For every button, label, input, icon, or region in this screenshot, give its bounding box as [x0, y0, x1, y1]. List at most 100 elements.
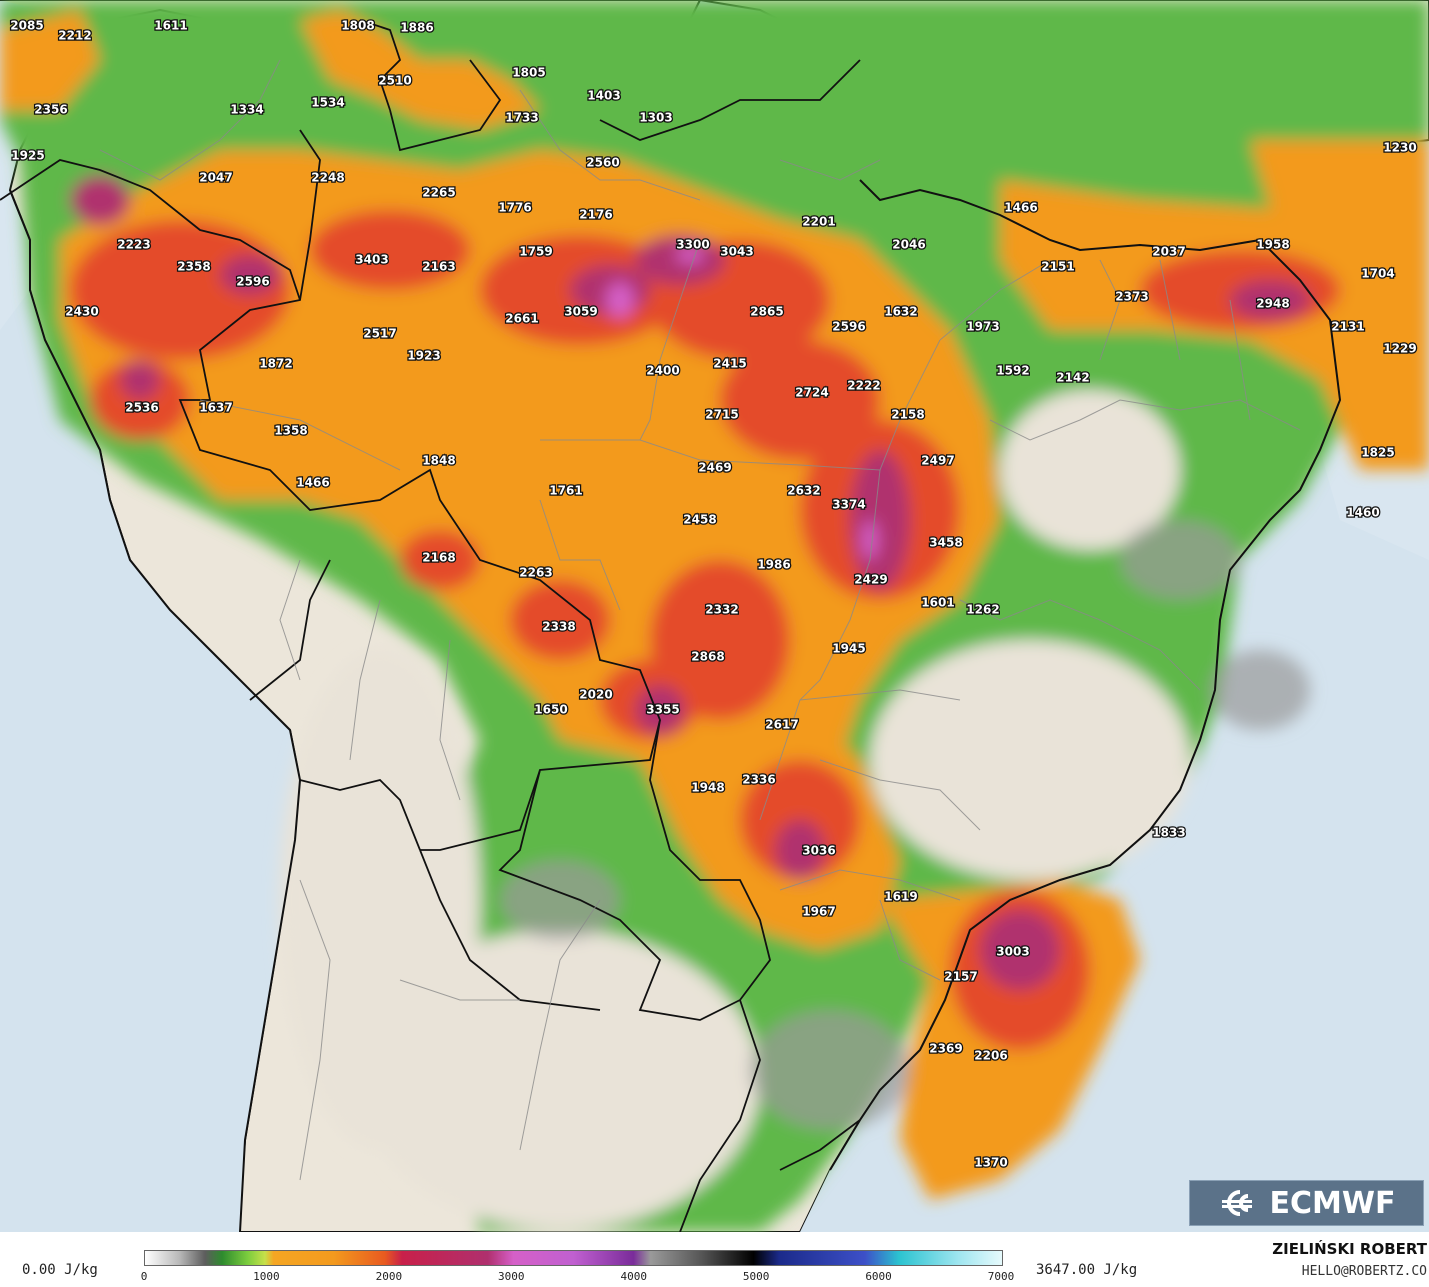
cape-value-label: 1650 — [534, 703, 567, 717]
cape-value-label: 2596 — [236, 275, 269, 289]
cape-value-label: 2332 — [705, 603, 738, 617]
cape-value-label: 1370 — [974, 1156, 1007, 1170]
ecmwf-logo: ECMWF — [1189, 1180, 1424, 1226]
cape-value-label: 1358 — [274, 424, 307, 438]
cape-map: 2085 2212 1611 1808 1886 2356 1805 2510 1334 1534… — [0, 0, 1429, 1232]
cape-value-label: 2415 — [713, 357, 746, 371]
cape-value-label: 3458 — [929, 536, 962, 550]
cape-value-label: 2469 — [698, 461, 731, 475]
color-bar-tick: 7000 — [987, 1270, 1015, 1283]
cape-value-label: 2212 — [58, 29, 91, 43]
cape-value-label: 2047 — [199, 171, 232, 185]
cape-value-label: 1733 — [505, 111, 538, 125]
cape-value-label: 1761 — [549, 484, 582, 498]
cape-value-label: 2085 — [10, 19, 43, 33]
cape-value-label: 2868 — [691, 650, 724, 664]
cape-value-label: 2715 — [705, 408, 738, 422]
cape-value-label: 2248 — [311, 171, 344, 185]
cape-value-label: 2142 — [1056, 371, 1089, 385]
cape-value-label: 2358 — [177, 260, 210, 274]
cape-value-label: 2356 — [34, 103, 67, 117]
cape-value-label: 2948 — [1256, 297, 1289, 311]
cape-value-label: 2510 — [378, 74, 411, 88]
cape-value-label: 3355 — [646, 703, 679, 717]
color-bar-tick: 5000 — [742, 1270, 770, 1283]
cape-value-label: 1759 — [519, 245, 552, 259]
cape-values-layer: 2085 2212 1611 1808 1886 2356 1805 2510 1334 1534… — [9, 17, 1418, 1171]
cape-value-label: 2430 — [65, 305, 98, 319]
cape-value-label: 1611 — [154, 19, 187, 33]
cape-value-label: 2151 — [1041, 260, 1074, 274]
cape-value-label: 2560 — [586, 156, 619, 170]
cape-value-label: 2724 — [795, 386, 828, 400]
cape-value-label: 1334 — [230, 103, 263, 117]
color-bar-tick: 3000 — [498, 1270, 525, 1283]
cape-value-label: 3403 — [355, 253, 388, 267]
cape-value-label: 1833 — [1152, 826, 1185, 840]
cape-value-label: 2222 — [847, 379, 880, 393]
cape-value-label: 3003 — [996, 945, 1029, 959]
cape-value-label: 1808 — [341, 19, 374, 33]
cape-value-label: 1403 — [587, 89, 620, 103]
scale-min-label: 0.00 J/kg — [22, 1262, 98, 1278]
scale-max-label: 3647.00 J/kg — [1036, 1262, 1138, 1278]
cape-value-label: 2020 — [579, 688, 612, 702]
author-email: HELLO@ROBERTZ.CO — [1301, 1264, 1427, 1279]
cape-value-label: 1825 — [1361, 446, 1394, 460]
cape-value-label: 2201 — [802, 215, 835, 229]
cape-value-label: 1704 — [1361, 267, 1394, 281]
cape-value-label: 3300 — [676, 238, 709, 252]
cape-value-label: 3059 — [564, 305, 597, 319]
cape-value-label: 1945 — [832, 642, 865, 656]
cape-value-label: 2429 — [854, 573, 887, 587]
cape-value-label: 1592 — [996, 364, 1029, 378]
cape-value-label: 1466 — [296, 476, 329, 490]
cape-value-label: 2617 — [765, 718, 798, 732]
cape-value-label: 2176 — [579, 208, 612, 222]
cape-value-label: 2263 — [519, 566, 552, 580]
cape-value-label: 1619 — [884, 890, 917, 904]
cape-value-label: 2517 — [363, 327, 396, 341]
cape-value-label: 1466 — [1004, 201, 1037, 215]
cape-value-label: 1805 — [512, 66, 545, 80]
cape-value-label: 1848 — [422, 454, 455, 468]
cape-value-label: 2400 — [646, 364, 679, 378]
cape-value-label: 1534 — [311, 96, 344, 110]
cape-value-label: 1948 — [691, 781, 724, 795]
cape-value-label: 2632 — [787, 484, 820, 498]
color-bar-tick: 6000 — [865, 1270, 892, 1283]
cape-value-label: 2865 — [750, 305, 783, 319]
cape-value-label: 2373 — [1115, 290, 1148, 304]
cape-value-label: 2265 — [422, 186, 455, 200]
cape-value-label: 1872 — [259, 357, 292, 371]
color-bar-tick: 0 — [140, 1270, 148, 1283]
cape-value-label: 2369 — [929, 1042, 962, 1056]
cape-value-label: 1601 — [921, 596, 954, 610]
cape-value-label: 2157 — [944, 970, 977, 984]
cape-value-label: 1632 — [884, 305, 917, 319]
cape-value-label: 2661 — [505, 312, 538, 326]
cape-value-label: 2158 — [891, 408, 924, 422]
cape-value-label: 1460 — [1346, 506, 1379, 520]
cape-value-label: 1637 — [199, 401, 232, 415]
color-bar — [144, 1250, 1003, 1266]
color-bar-tick: 4000 — [620, 1270, 647, 1283]
cape-value-label: 1303 — [639, 111, 672, 125]
cape-value-label: 2163 — [422, 260, 455, 274]
cape-value-label: 2206 — [974, 1049, 1007, 1063]
cape-value-label: 2497 — [921, 454, 954, 468]
color-bar-tick: 2000 — [375, 1270, 403, 1283]
cape-value-label: 3374 — [832, 498, 865, 512]
ecmwf-logo-icon — [1221, 1190, 1252, 1216]
cape-value-label: 2536 — [125, 401, 158, 415]
cape-value-label: 1923 — [407, 349, 440, 363]
cape-value-label: 1262 — [966, 603, 999, 617]
cape-value-label: 3043 — [720, 245, 753, 259]
footer: 0.00 J/kg 0 1000 2000 3000 4000 5000 6000 7000 … — [0, 1232, 1429, 1287]
cape-value-label: 2223 — [117, 238, 150, 252]
cape-value-label: 2458 — [683, 513, 716, 527]
color-bar-tick: 1000 — [253, 1270, 280, 1283]
cape-value-label: 1229 — [1383, 342, 1416, 356]
cape-value-label: 2168 — [422, 551, 455, 565]
cape-value-label: 2037 — [1152, 245, 1185, 259]
